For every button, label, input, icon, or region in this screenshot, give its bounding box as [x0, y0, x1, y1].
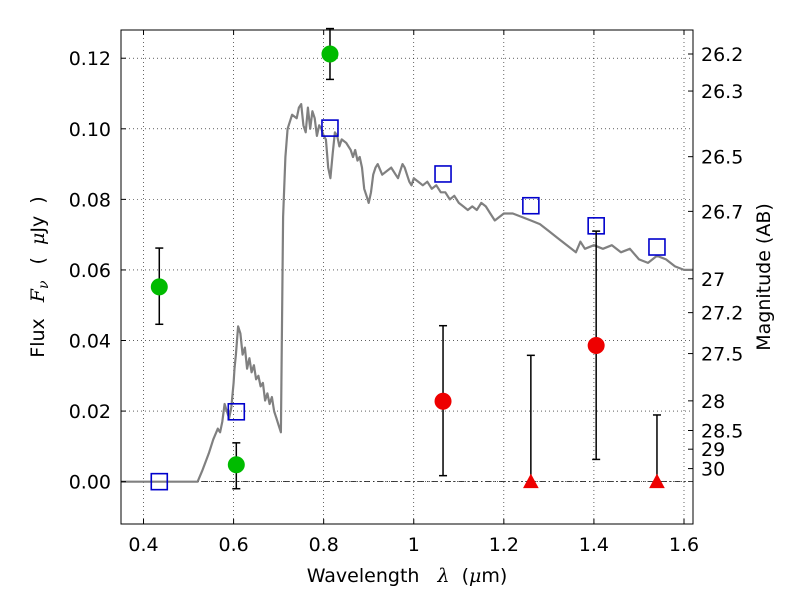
detection-point [150, 278, 168, 296]
y2-tick-label: 29 [701, 439, 725, 461]
y2-tick-label: 26.2 [701, 44, 743, 66]
detection-point [321, 45, 339, 63]
x-axis-label-symbol: λ [436, 565, 449, 587]
y2-tick-label: 26.3 [701, 81, 743, 103]
sed-model-line [121, 103, 693, 483]
low-significance-point [587, 336, 605, 354]
model-photometry-square [434, 165, 452, 183]
y-tick-label: 0.12 [69, 48, 111, 70]
y-tick-label: 0.10 [69, 119, 111, 141]
upper-limit-triangle [523, 473, 539, 489]
y2-tick-label: 27.5 [701, 344, 743, 366]
y2-tick-label: 30 [701, 459, 725, 481]
y-axis-label-unit-mu: μ [27, 233, 49, 245]
model-photometry-square [321, 119, 339, 137]
x-tick-label: 1.2 [489, 534, 519, 556]
x-tick-label: 1.4 [579, 534, 609, 556]
x-tick-label: 0.4 [128, 534, 158, 556]
x-axis-label: Wavelength λ (μm) [307, 565, 508, 587]
x-axis-label-text: Wavelength [307, 565, 420, 587]
series-layer [121, 27, 693, 491]
plot-background [121, 30, 693, 524]
y-tick-label: 0.00 [69, 472, 111, 494]
y-axis-label-subscript: ν [36, 280, 52, 289]
ticks: 0.4 0.6 0.8 1 1.2 1.4 1.6 0.00 0.02 0.04 0.06 0.08 0… [69, 30, 743, 556]
y-tick-label: 0.08 [69, 189, 111, 211]
x-axis-label-unit-mu: μ [469, 565, 481, 587]
y-axis-label-unit-rest: Jy [27, 216, 49, 234]
y-axis-label-unit-open: ( [27, 257, 49, 264]
y-tick-label: 0.02 [69, 401, 111, 423]
model-photometry-square [227, 402, 246, 421]
detection-point [227, 456, 245, 474]
model-photometry-square [150, 472, 169, 491]
low-significance-point [434, 392, 452, 410]
x-tick-label: 1.6 [669, 534, 699, 556]
x-tick-label: 1 [408, 534, 420, 556]
y2-tick-label: 27 [701, 269, 725, 291]
y-tick-label: 0.04 [69, 331, 111, 353]
y-axis-label-unit-close: ) [27, 196, 49, 203]
x-axis-label-unit-rest: m) [481, 565, 507, 587]
y-axis-label: Flux Fν ( μJy ) [27, 196, 53, 357]
x-axis-label-unit-open: ( [462, 565, 469, 587]
y2-tick-label: 28 [701, 391, 725, 413]
x-tick-label: 0.8 [309, 534, 339, 556]
y2-tick-label: 26.5 [701, 147, 743, 169]
y2-tick-label: 28.5 [701, 420, 743, 442]
y-axis-label-symbol: F [27, 288, 49, 303]
model-photometry-square [648, 238, 666, 256]
model-photometry-square [522, 196, 540, 215]
x-tick-label: 0.6 [218, 534, 248, 556]
y2-axis-label: Magnitude (AB) [753, 203, 775, 351]
y2-tick-label: 26.7 [701, 201, 743, 223]
plot-frame [120, 29, 694, 525]
upper-limit-triangle [649, 473, 665, 489]
y2-tick-label: 27.2 [701, 303, 743, 325]
y-tick-label: 0.06 [69, 260, 111, 282]
y-axis-label-text: Flux [27, 318, 49, 358]
